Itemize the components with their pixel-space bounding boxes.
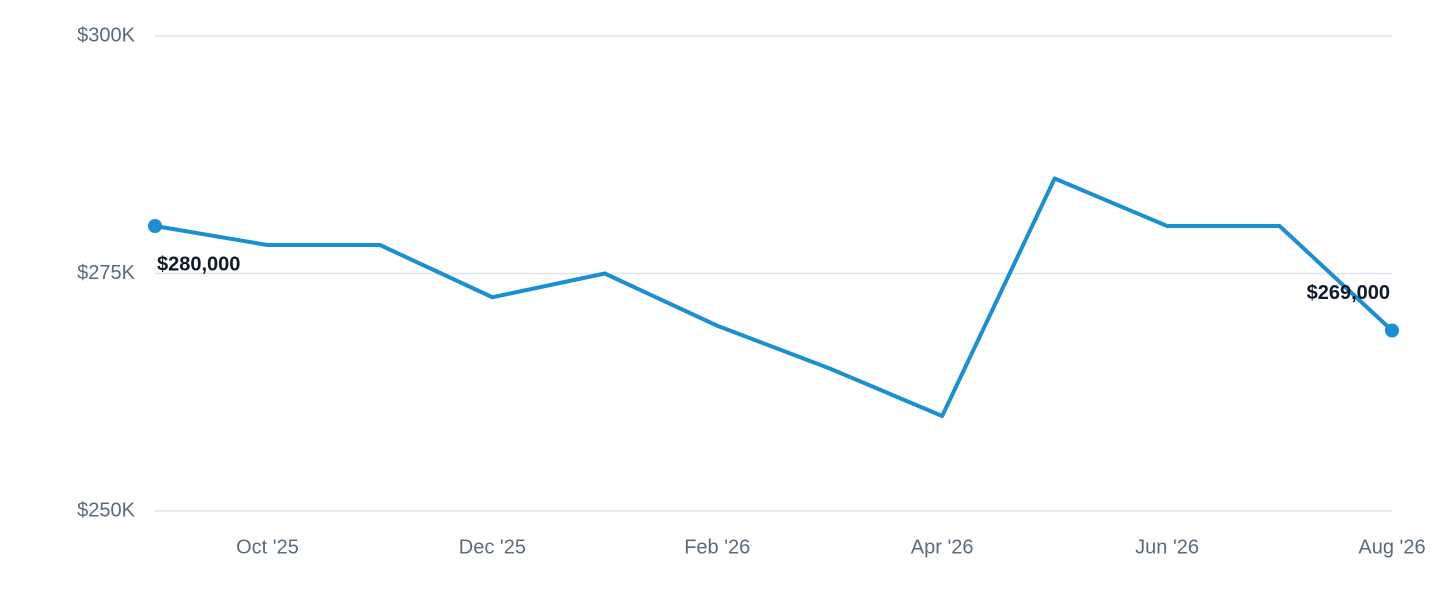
- data-point: [1385, 323, 1399, 338]
- x-tick-label: Dec '25: [459, 536, 526, 558]
- y-tick-label: $275K: [77, 262, 135, 284]
- x-tick-label: Aug '26: [1358, 536, 1425, 558]
- x-tick-label: Oct '25: [236, 536, 299, 558]
- x-tick-label: Jun '26: [1135, 536, 1199, 558]
- data-label: $269,000: [1307, 282, 1390, 304]
- x-tick-label: Feb '26: [684, 536, 750, 558]
- data-label: $280,000: [157, 253, 240, 275]
- y-tick-label: $250K: [77, 499, 135, 521]
- data-point: [148, 219, 162, 233]
- data-line: [154, 176, 1394, 418]
- x-tick-label: Apr '26: [911, 536, 974, 558]
- y-tick-label: $300K: [77, 24, 135, 46]
